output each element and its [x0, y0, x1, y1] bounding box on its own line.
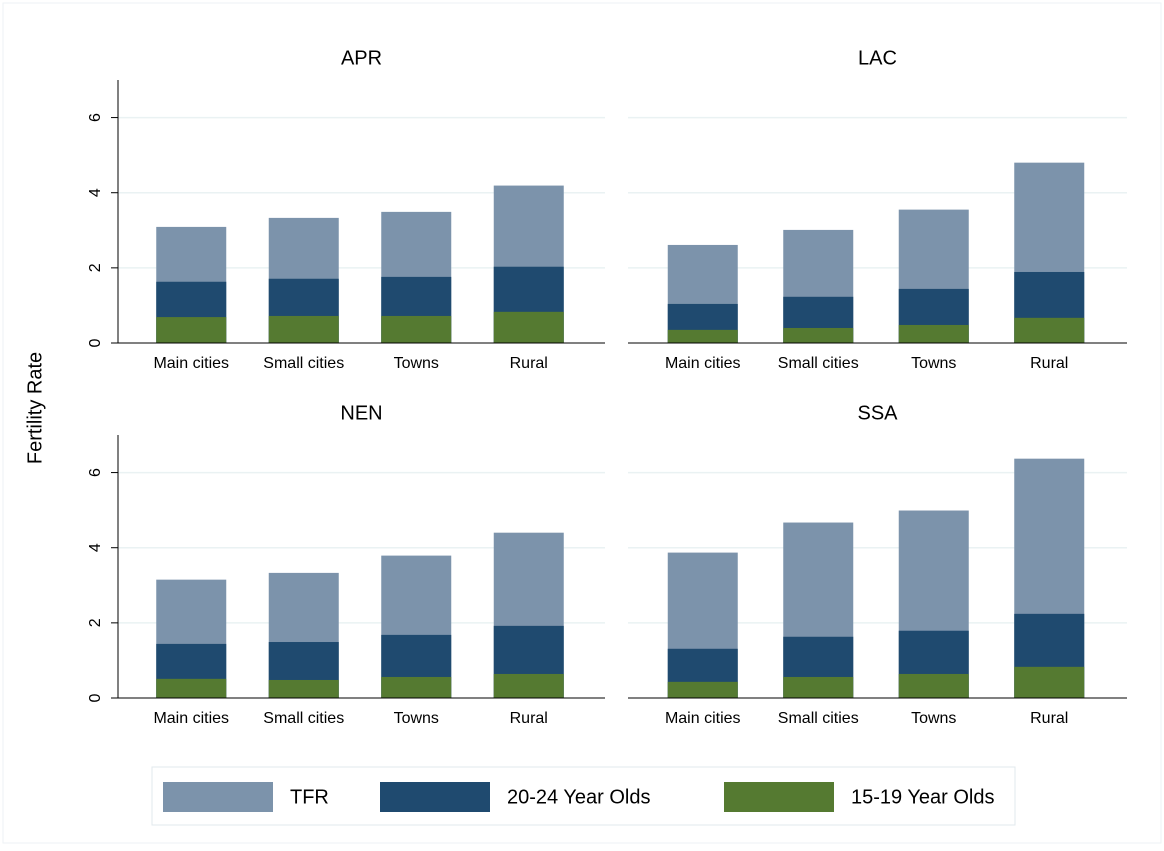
x-tick-label: Rural — [1030, 355, 1068, 372]
bar — [783, 676, 854, 698]
bar — [783, 327, 854, 343]
x-tick-label: Small cities — [778, 355, 859, 372]
x-tick-label: Main cities — [153, 710, 229, 727]
bar — [493, 673, 564, 698]
panel-title: LAC — [858, 47, 897, 69]
legend-swatch — [724, 782, 834, 812]
legend-label: TFR — [290, 786, 329, 808]
bar — [493, 311, 564, 343]
bar — [268, 679, 339, 698]
y-tick-label: 6 — [87, 113, 104, 122]
bar — [667, 681, 738, 698]
bar — [667, 329, 738, 343]
x-tick-label: Main cities — [665, 355, 741, 372]
y-axis-label: Fertility Rate — [24, 352, 46, 464]
bar — [268, 315, 339, 343]
bar — [1014, 666, 1085, 698]
y-tick-label: 2 — [87, 263, 104, 272]
bar — [156, 317, 227, 343]
x-tick-label: Small cities — [263, 355, 344, 372]
legend-swatch — [163, 782, 273, 812]
panel-title: APR — [341, 47, 382, 69]
y-tick-label: 0 — [87, 693, 104, 702]
x-tick-label: Towns — [911, 710, 956, 727]
y-tick-label: 4 — [87, 543, 104, 552]
panel-title: NEN — [340, 402, 382, 424]
bar — [898, 324, 969, 343]
bar — [898, 673, 969, 698]
bar — [381, 676, 452, 698]
x-tick-label: Main cities — [153, 355, 229, 372]
legend-label: 15-19 Year Olds — [851, 786, 994, 808]
y-tick-label: 6 — [87, 468, 104, 477]
x-tick-label: Rural — [1030, 710, 1068, 727]
x-tick-label: Towns — [394, 710, 439, 727]
x-tick-label: Towns — [911, 355, 956, 372]
bar — [156, 678, 227, 698]
x-tick-label: Rural — [510, 355, 548, 372]
legend — [151, 766, 1016, 826]
y-tick-label: 4 — [87, 188, 104, 197]
bar — [381, 315, 452, 343]
x-tick-label: Rural — [510, 710, 548, 727]
legend-label: 20-24 Year Olds — [507, 786, 650, 808]
y-tick-label: 0 — [87, 338, 104, 347]
x-tick-label: Small cities — [263, 710, 344, 727]
x-tick-label: Small cities — [778, 710, 859, 727]
y-tick-label: 2 — [87, 618, 104, 627]
bar — [1014, 317, 1085, 343]
x-tick-label: Main cities — [665, 710, 741, 727]
x-tick-label: Towns — [394, 355, 439, 372]
legend-swatch — [380, 782, 490, 812]
panel-title: SSA — [857, 402, 898, 424]
